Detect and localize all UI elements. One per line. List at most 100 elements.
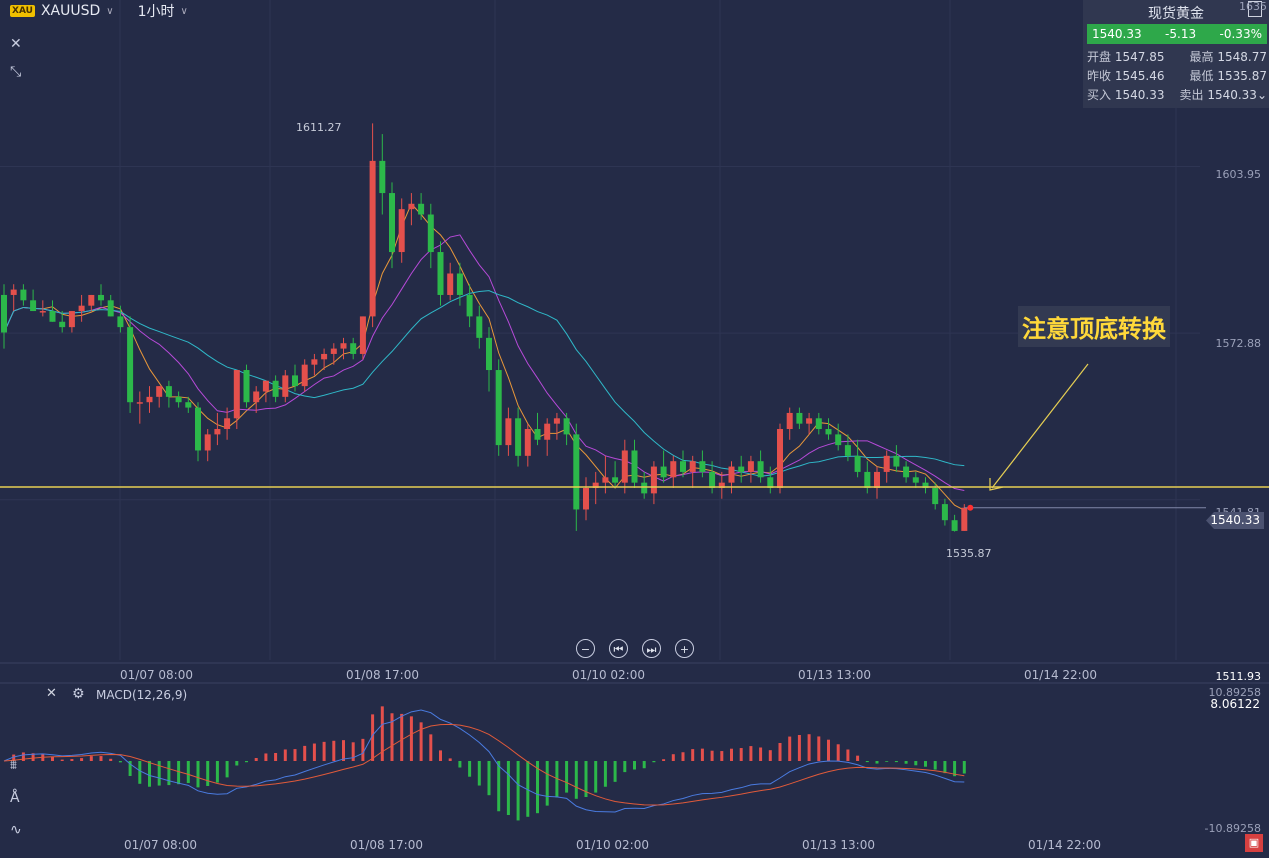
candle-body xyxy=(592,482,599,489)
candle-body xyxy=(495,370,502,446)
low-label: 最低 xyxy=(1189,69,1214,83)
candle-body xyxy=(796,412,803,424)
chevron-down-icon[interactable]: ⌄ xyxy=(1256,88,1267,102)
zoom-in-button[interactable]: + xyxy=(675,639,694,658)
candle-body xyxy=(476,316,483,338)
candle-body xyxy=(1,294,7,333)
candle-body xyxy=(292,375,298,387)
expand-panel-icon[interactable] xyxy=(1248,1,1262,17)
indicator-icon[interactable]: ⩩ xyxy=(10,758,17,773)
candle-body xyxy=(78,305,85,312)
last-price: 1540.33 xyxy=(1092,27,1142,41)
macd-time-label: 01/07 08:00 xyxy=(124,838,197,852)
macd-title: MACD(12,26,9) xyxy=(96,688,188,702)
candle-body xyxy=(379,160,386,194)
candle-body xyxy=(262,380,269,392)
annotation-arrow xyxy=(991,363,1089,489)
candle-body xyxy=(447,273,454,295)
high-marker: 1611.27 xyxy=(296,121,342,134)
candle-body xyxy=(641,482,648,494)
moving-average-line xyxy=(3,202,965,511)
candle-body xyxy=(835,434,842,446)
candle-body xyxy=(127,327,134,403)
candle-body xyxy=(903,466,910,478)
candle-body xyxy=(650,466,657,494)
collapse-icon[interactable]: ⤡ xyxy=(10,64,22,80)
candle-body xyxy=(369,160,376,317)
time-axis-label: 01/10 02:00 xyxy=(572,668,645,682)
candle-body xyxy=(340,343,347,349)
app-icon[interactable]: ▣ xyxy=(1245,834,1263,852)
candle-body xyxy=(214,429,221,435)
annotation-arrowhead xyxy=(989,478,1004,491)
time-axis-label: 01/07 08:00 xyxy=(120,668,193,682)
draw-tool-icon[interactable]: Å xyxy=(10,790,20,806)
candle-body xyxy=(195,407,201,451)
candle-body xyxy=(728,466,735,483)
close-icon[interactable]: ✕ xyxy=(10,36,22,52)
open-label: 开盘 xyxy=(1087,50,1112,64)
candle-body xyxy=(117,316,124,328)
candle-body xyxy=(30,300,37,312)
candle-body xyxy=(224,418,231,430)
scroll-end-button[interactable]: ⏭ xyxy=(642,639,661,658)
candle-body xyxy=(553,418,560,424)
low-value: 1535.87 xyxy=(1217,69,1267,83)
candle-body xyxy=(709,471,716,489)
candle-body xyxy=(738,466,745,472)
candle-body xyxy=(437,252,444,295)
candle-body xyxy=(389,193,395,253)
candle-body xyxy=(534,429,541,440)
candle-body xyxy=(233,370,240,419)
candle-body xyxy=(98,294,104,301)
close-icon[interactable]: ✕ xyxy=(46,686,57,701)
symbol-selector[interactable]: XAUUSD xyxy=(40,3,101,19)
macd-dif-line xyxy=(3,709,965,813)
candle-body xyxy=(301,364,308,387)
candle-body xyxy=(689,461,696,472)
candle-body xyxy=(941,504,948,521)
waveform-icon[interactable]: ∿ xyxy=(10,822,22,838)
high-value: 1548.77 xyxy=(1217,50,1267,64)
macd-axis-bottom: -10.89258 xyxy=(1204,822,1261,835)
macd-time-label: 01/13 13:00 xyxy=(802,838,875,852)
gear-icon[interactable]: ⚙ xyxy=(72,686,85,702)
candle-body xyxy=(165,386,172,397)
zoom-out-button[interactable]: − xyxy=(576,639,595,658)
candle-body xyxy=(253,391,260,403)
macd-time-label: 01/14 22:00 xyxy=(1028,838,1101,852)
candle-body xyxy=(68,311,75,328)
candle-body xyxy=(932,488,939,505)
candle-body xyxy=(874,471,880,489)
ask-label: 卖出 xyxy=(1179,88,1204,102)
scroll-start-button[interactable]: ⏮ xyxy=(609,639,628,658)
current-price-dot xyxy=(967,504,974,511)
current-price-tag: 1540.33 xyxy=(1206,512,1264,529)
interval-selector[interactable]: 1小时 xyxy=(137,4,175,20)
candle-body xyxy=(883,455,890,472)
candle-body xyxy=(844,445,851,456)
candle-body xyxy=(612,477,619,483)
candle-body xyxy=(864,471,871,489)
candle-body xyxy=(20,289,27,301)
time-axis-label: 01/08 17:00 xyxy=(346,668,419,682)
candle-body xyxy=(825,429,832,435)
candle-body xyxy=(912,477,919,483)
high-label: 最高 xyxy=(1189,50,1214,64)
candle-body xyxy=(544,423,551,440)
quote-title: 现货黄金 xyxy=(1148,6,1204,22)
open-value: 1547.85 xyxy=(1114,50,1165,64)
bid-value: 1540.33 xyxy=(1114,88,1165,102)
candle-body xyxy=(486,337,492,371)
chevron-down-icon[interactable]: ∨ xyxy=(180,5,188,17)
candle-body xyxy=(757,461,764,478)
macd-axis-top: 10.89258 xyxy=(1208,686,1262,699)
chevron-down-icon[interactable]: ∨ xyxy=(106,5,114,17)
candle-body xyxy=(107,300,114,317)
candle-body xyxy=(185,402,192,408)
macd-time-label: 01/10 02:00 xyxy=(576,838,649,852)
price-axis-label: 1635 xyxy=(1239,0,1267,13)
candle-body xyxy=(621,450,628,483)
macd-current-tag: 8.06122 xyxy=(1198,697,1264,713)
